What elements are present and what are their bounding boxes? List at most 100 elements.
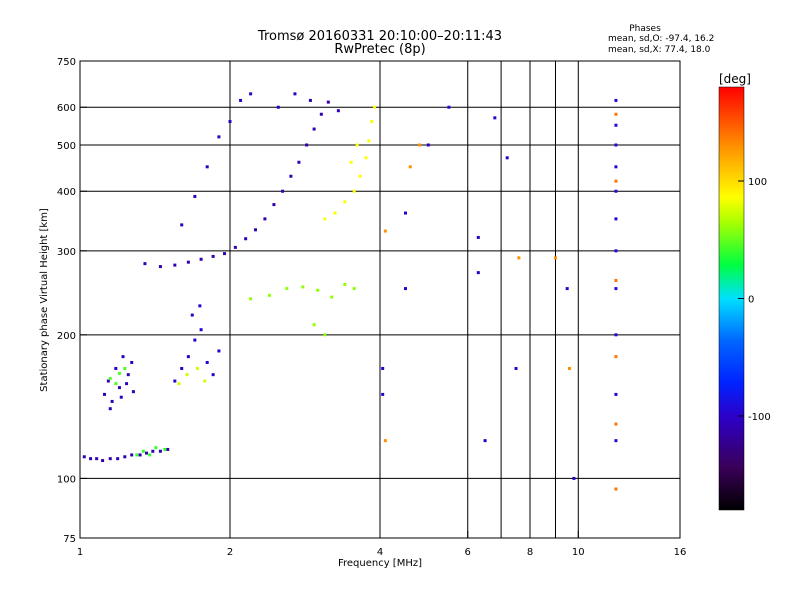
data-point bbox=[107, 380, 110, 383]
data-point bbox=[566, 287, 569, 290]
data-point bbox=[191, 314, 194, 317]
colorbar-tick-label: -100 bbox=[748, 412, 771, 423]
data-point bbox=[187, 261, 190, 264]
y-tick-label: 750 bbox=[57, 57, 76, 68]
data-point bbox=[614, 143, 617, 146]
data-point bbox=[568, 367, 571, 370]
data-point bbox=[101, 459, 104, 462]
data-point bbox=[373, 106, 376, 109]
data-point bbox=[515, 367, 518, 370]
data-point bbox=[166, 448, 169, 451]
data-point bbox=[614, 279, 617, 282]
data-point bbox=[316, 289, 319, 292]
data-point bbox=[272, 203, 275, 206]
data-point bbox=[353, 190, 356, 193]
data-point bbox=[109, 407, 112, 410]
data-point bbox=[229, 120, 232, 123]
data-point bbox=[554, 256, 557, 259]
data-point bbox=[323, 333, 326, 336]
data-point bbox=[343, 200, 346, 203]
data-point bbox=[614, 333, 617, 336]
data-point bbox=[200, 328, 203, 331]
data-point bbox=[572, 477, 575, 480]
colorbar-tick-label: 0 bbox=[748, 295, 754, 306]
data-point bbox=[263, 217, 266, 220]
data-point bbox=[614, 217, 617, 220]
data-point bbox=[334, 212, 337, 215]
data-point bbox=[418, 143, 421, 146]
data-point bbox=[614, 423, 617, 426]
data-point bbox=[109, 457, 112, 460]
data-point bbox=[143, 262, 146, 265]
data-point bbox=[217, 135, 220, 138]
data-point bbox=[151, 450, 154, 453]
data-point bbox=[118, 372, 121, 375]
data-point bbox=[244, 237, 247, 240]
data-point bbox=[477, 236, 480, 239]
data-point bbox=[477, 271, 480, 274]
data-point bbox=[614, 355, 617, 358]
data-point bbox=[506, 156, 509, 159]
data-point bbox=[614, 249, 617, 252]
y-tick-label: 200 bbox=[57, 331, 76, 342]
data-point bbox=[139, 453, 142, 456]
data-point bbox=[367, 139, 370, 142]
data-point bbox=[381, 393, 384, 396]
data-point bbox=[125, 382, 128, 385]
y-tick-label: 400 bbox=[57, 187, 76, 198]
data-point bbox=[206, 165, 209, 168]
y-axis-label: Stationary phase Virtual Height [km] bbox=[39, 208, 50, 392]
data-point bbox=[159, 450, 162, 453]
data-point bbox=[281, 190, 284, 193]
data-point bbox=[301, 285, 304, 288]
data-point bbox=[114, 367, 117, 370]
data-point bbox=[268, 294, 271, 297]
y-tick-label: 500 bbox=[57, 141, 76, 152]
data-point bbox=[289, 175, 292, 178]
data-point bbox=[447, 106, 450, 109]
data-point bbox=[196, 367, 199, 370]
data-point bbox=[370, 120, 373, 123]
data-point bbox=[323, 217, 326, 220]
data-point bbox=[187, 355, 190, 358]
data-point bbox=[404, 287, 407, 290]
data-point bbox=[409, 165, 412, 168]
chart-title-line-2: RwPretec (8p) bbox=[334, 42, 425, 57]
data-point bbox=[177, 382, 180, 385]
data-point bbox=[123, 367, 126, 370]
data-point bbox=[493, 116, 496, 119]
data-point bbox=[135, 453, 138, 456]
data-point bbox=[127, 373, 130, 376]
data-point bbox=[427, 143, 430, 146]
data-point bbox=[614, 180, 617, 183]
data-point bbox=[254, 228, 257, 231]
data-point bbox=[614, 113, 617, 116]
data-point bbox=[350, 161, 353, 164]
data-point bbox=[186, 373, 189, 376]
data-point bbox=[404, 212, 407, 215]
data-point bbox=[116, 457, 119, 460]
data-point bbox=[614, 488, 617, 491]
data-point bbox=[180, 367, 183, 370]
data-point bbox=[109, 377, 112, 380]
data-point bbox=[484, 439, 487, 442]
data-point bbox=[234, 246, 237, 249]
data-point bbox=[130, 361, 133, 364]
data-point bbox=[148, 453, 151, 456]
y-tick-label: 600 bbox=[57, 103, 76, 114]
data-point bbox=[173, 264, 176, 267]
data-point bbox=[285, 287, 288, 290]
data-point bbox=[111, 400, 114, 403]
y-tick-label: 75 bbox=[63, 534, 76, 545]
data-point bbox=[120, 396, 123, 399]
data-point bbox=[212, 373, 215, 376]
data-point bbox=[309, 99, 312, 102]
data-point bbox=[384, 439, 387, 442]
stats-heading: Phases bbox=[629, 24, 661, 34]
data-point bbox=[132, 390, 135, 393]
data-point bbox=[173, 380, 176, 383]
data-point bbox=[103, 393, 106, 396]
data-point bbox=[343, 283, 346, 286]
data-point bbox=[277, 106, 280, 109]
